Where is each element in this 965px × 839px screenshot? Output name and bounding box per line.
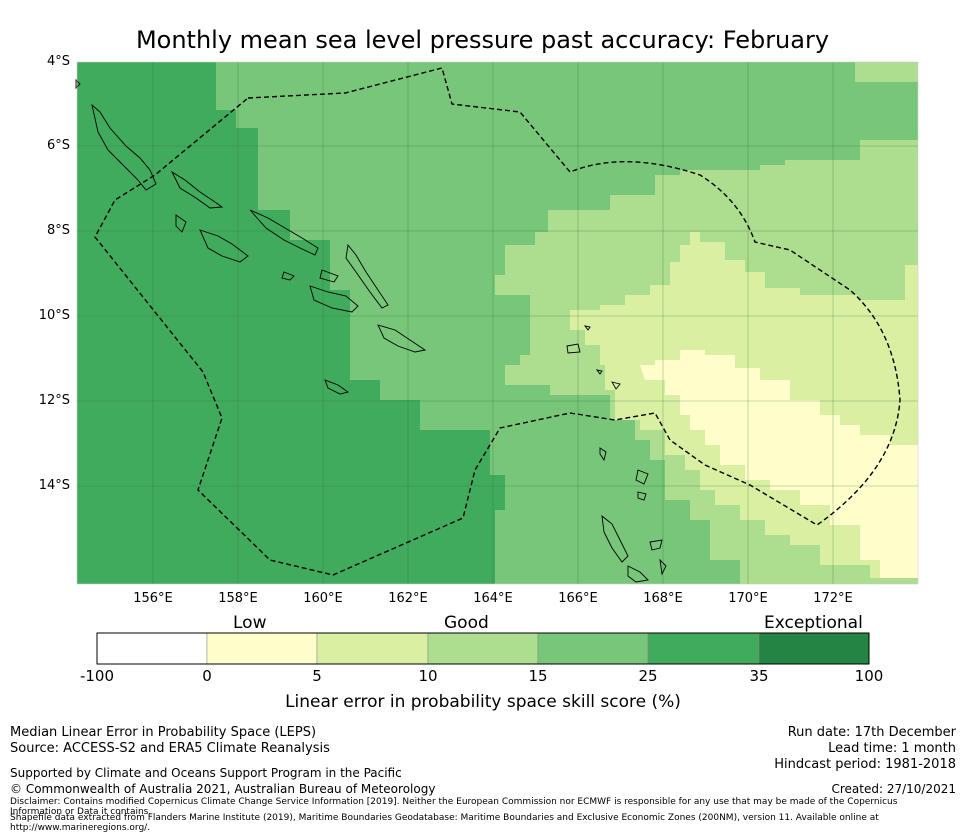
colorbar-label: Linear error in probability space skill … xyxy=(285,692,681,712)
colorbar-tick: 100 xyxy=(854,667,884,685)
lat-label-6s: 6°S xyxy=(46,138,70,153)
lon-label-170e: 170°E xyxy=(728,591,768,606)
lat-label-10s: 10°S xyxy=(38,308,70,323)
colorbar-tick: -100 xyxy=(79,667,115,685)
colorbar-tick: 5 xyxy=(312,667,322,685)
footer-shapefile-2: http://www.marineregions.org/. xyxy=(10,823,151,833)
footer-source-line: Source: ACCESS-S2 and ERA5 Climate Reana… xyxy=(10,741,330,756)
colorbar-tick: 10 xyxy=(418,667,438,685)
lon-label-156e: 156°E xyxy=(133,591,173,606)
colorbar xyxy=(96,632,870,665)
lon-label-172e: 172°E xyxy=(813,591,853,606)
legend-category-exceptional: Exceptional xyxy=(764,613,863,633)
lon-label-168e: 168°E xyxy=(643,591,683,606)
colorbar-swatch-5 xyxy=(537,632,649,665)
legend-category-low: Low xyxy=(233,613,267,633)
footer-leps-line: Median Linear Error in Probability Space… xyxy=(10,725,317,740)
colorbar-swatch-6 xyxy=(647,632,760,665)
colorbar-swatch-3 xyxy=(316,632,429,665)
colorbar-frame xyxy=(96,632,870,665)
footer-run-date: Run date: 17th December xyxy=(787,725,956,740)
colorbar-swatch-4 xyxy=(427,632,539,665)
colorbar-swatch-7 xyxy=(758,632,870,665)
page-title: Monthly mean sea level pressure past acc… xyxy=(135,26,830,54)
footer-created-date: Created: 27/10/2021 xyxy=(831,782,956,796)
lon-label-160e: 160°E xyxy=(303,591,343,606)
lat-label-12s: 12°S xyxy=(38,393,70,408)
footer-shapefile-1: Shapefile data extracted from Flanders M… xyxy=(10,813,879,823)
lat-label-4s: 4°S xyxy=(46,54,70,69)
lon-label-164e: 164°E xyxy=(473,591,513,606)
footer-hindcast-period: Hindcast period: 1981-2018 xyxy=(774,757,956,772)
colorbar-tick: 35 xyxy=(749,667,769,685)
lon-label-158e: 158°E xyxy=(218,591,258,606)
colorbar-tick: 25 xyxy=(638,667,658,685)
colorbar-swatch-1 xyxy=(96,632,208,665)
graticule xyxy=(77,62,918,584)
colorbar-tick: 0 xyxy=(202,667,212,685)
footer-support-line: Supported by Climate and Oceans Support … xyxy=(10,766,402,780)
colorbar-tick: 15 xyxy=(528,667,548,685)
colorbar-swatch-2 xyxy=(206,632,318,665)
lat-label-14s: 14°S xyxy=(38,478,70,493)
legend-category-good: Good xyxy=(444,613,489,633)
footer-disclaimer-2: Information or Data it contains. xyxy=(10,807,152,817)
map-frame xyxy=(76,61,919,585)
region-low-core xyxy=(640,350,918,578)
footer-disclaimer-1: Disclaimer: Contains modified Copernicus… xyxy=(10,797,898,807)
eez-boundary xyxy=(94,67,901,576)
skill-regions xyxy=(77,62,918,584)
lon-label-162e: 162°E xyxy=(388,591,428,606)
footer-copyright-line: © Commonwealth of Australia 2021, Austra… xyxy=(10,782,436,796)
footer-lead-time: Lead time: 1 month xyxy=(828,741,956,756)
lon-label-166e: 166°E xyxy=(558,591,598,606)
region-very-good-west xyxy=(77,62,505,584)
lat-label-8s: 8°S xyxy=(46,223,70,238)
coastlines xyxy=(75,78,667,583)
